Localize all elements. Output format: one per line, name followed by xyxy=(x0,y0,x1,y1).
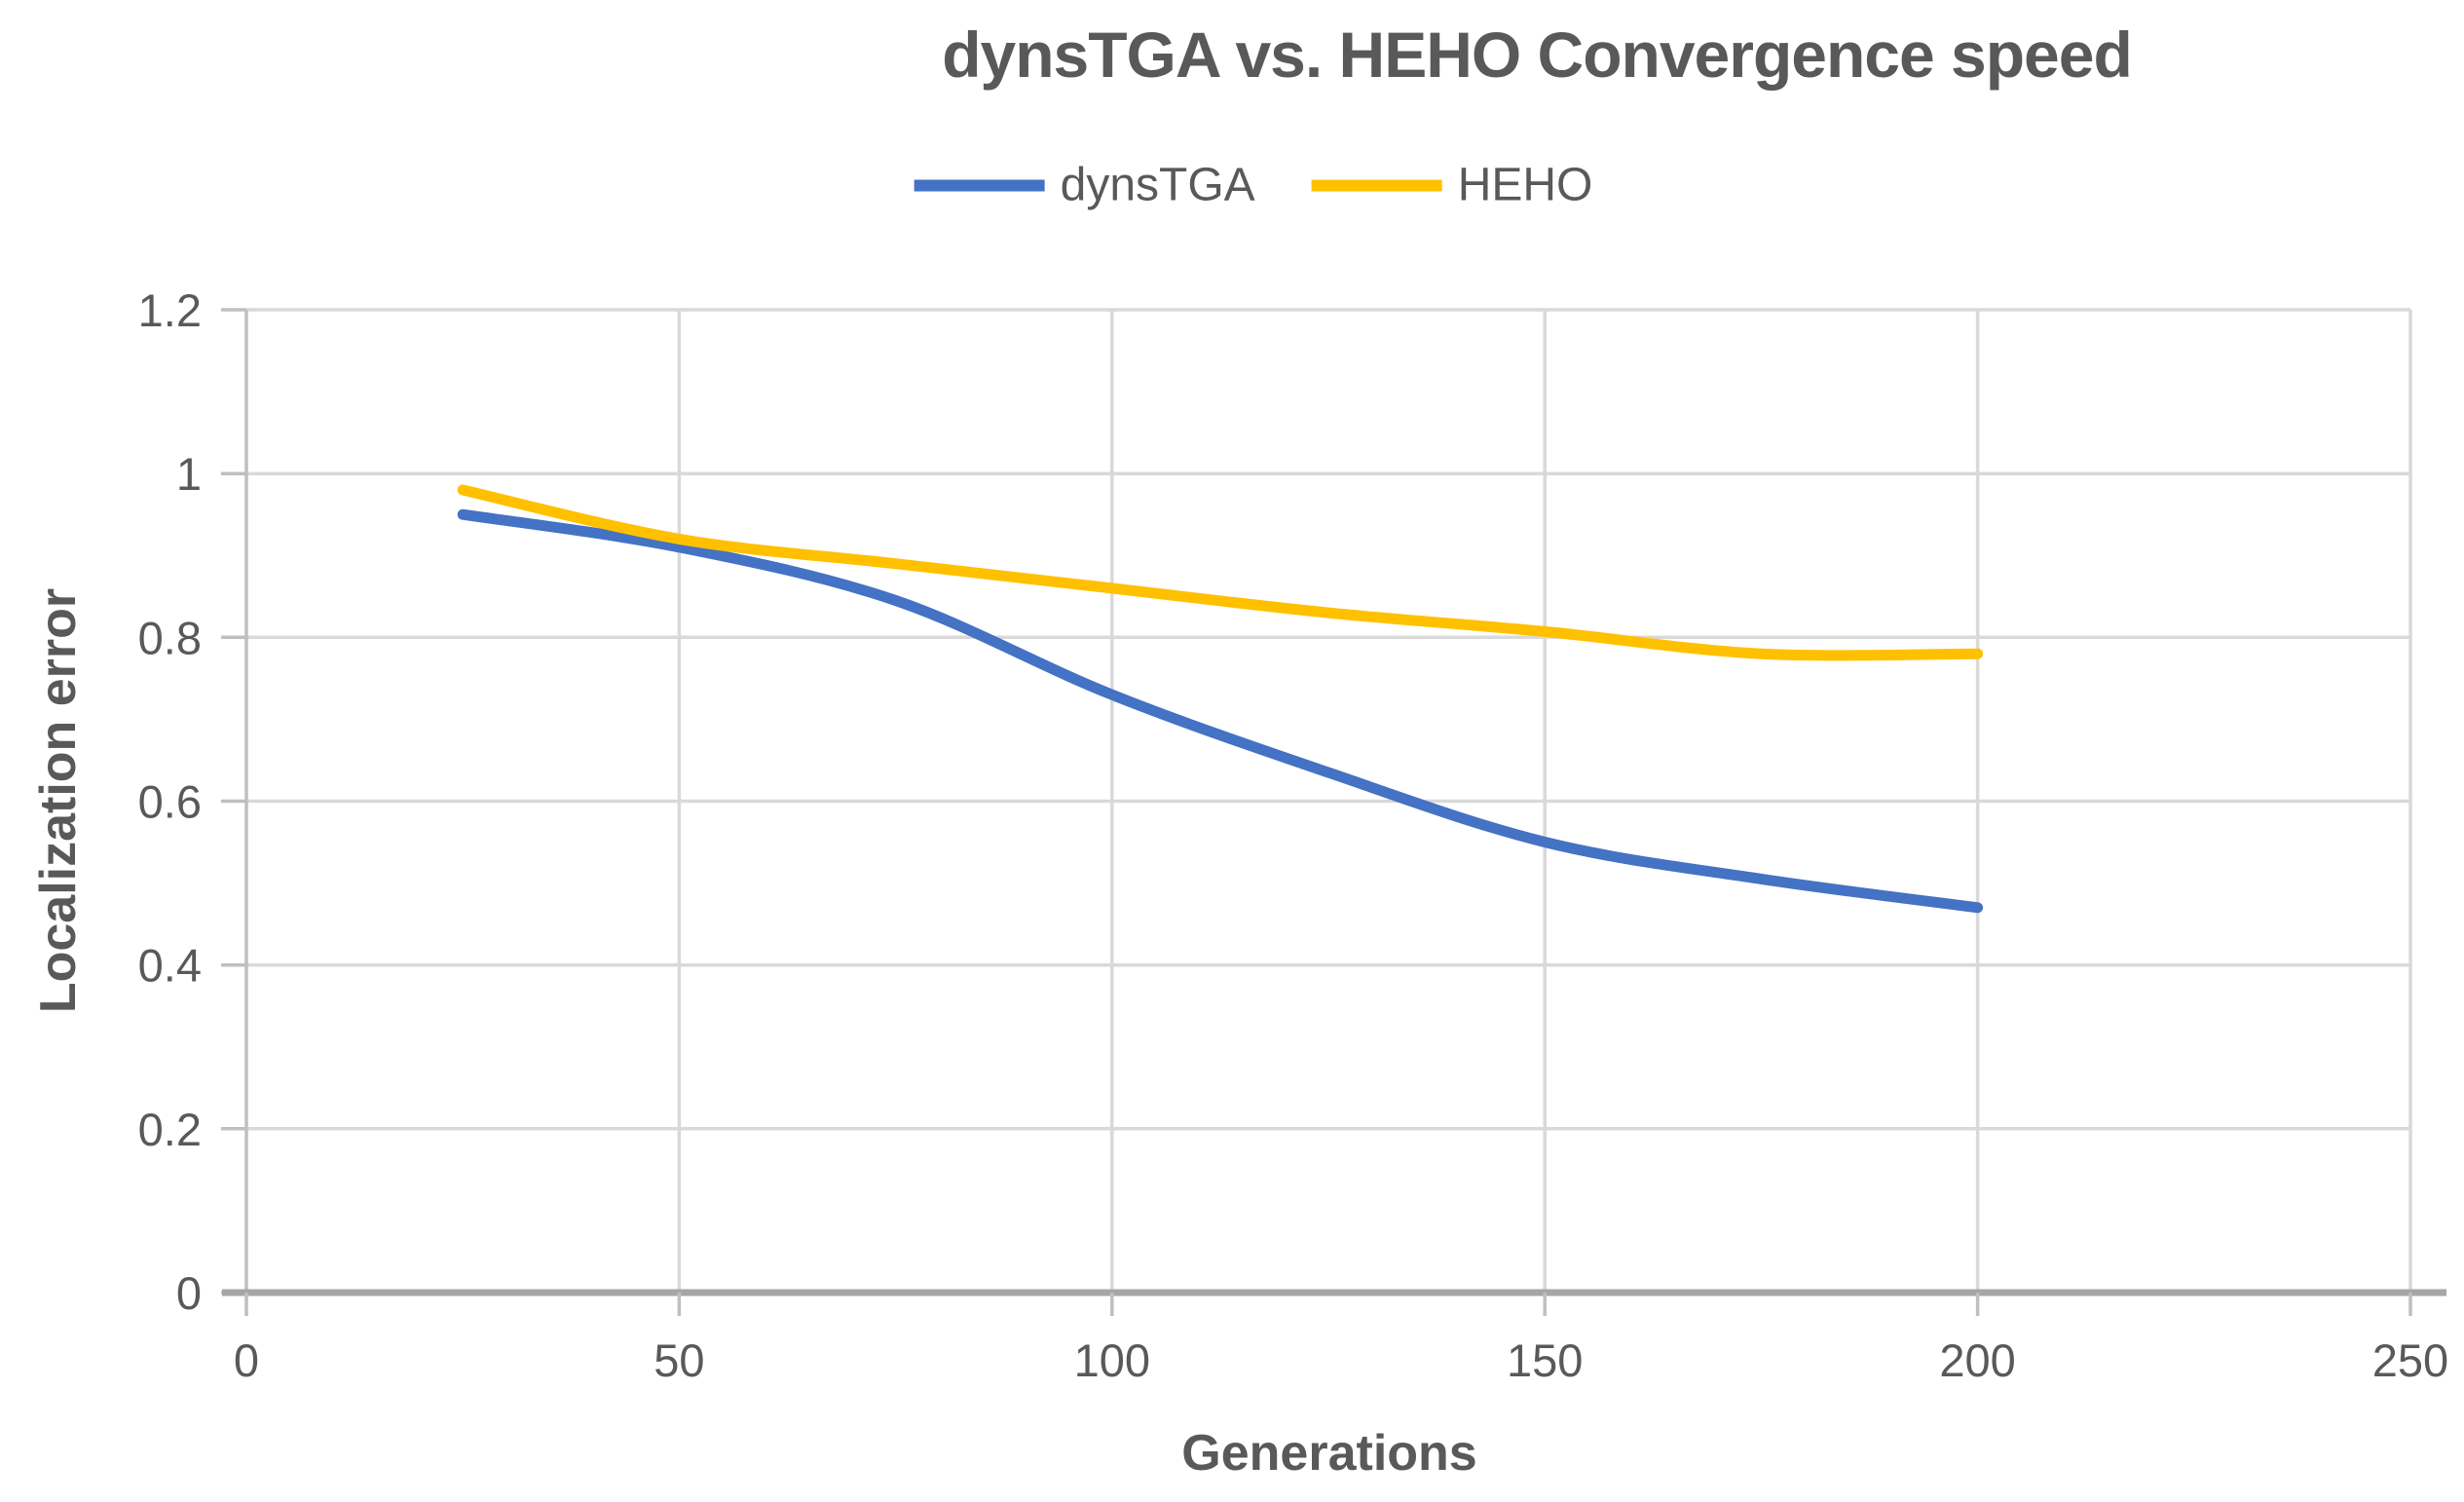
x-tick-label: 150 xyxy=(1507,1334,1583,1386)
x-tick-label: 200 xyxy=(1939,1334,2015,1386)
y-tick-label: 0.6 xyxy=(138,776,202,828)
y-tick-label: 0.4 xyxy=(138,940,202,992)
x-tick-label: 250 xyxy=(2372,1334,2448,1386)
legend: dynsTGA HEHO xyxy=(914,159,1593,212)
legend-swatch-dynstga xyxy=(914,179,1045,191)
legend-label-dynstga: dynsTGA xyxy=(1060,159,1255,211)
series-line-heho xyxy=(457,484,1984,661)
y-tick-label: 1.2 xyxy=(138,284,202,336)
y-tick-label: 1 xyxy=(176,448,202,500)
y-tick-label: 0.8 xyxy=(138,612,202,663)
x-axis-title: Generations xyxy=(1181,1425,1477,1482)
y-tick-label: 0 xyxy=(176,1267,202,1319)
y-tick-label: 0.2 xyxy=(138,1104,202,1155)
x-tick-label: 0 xyxy=(234,1334,259,1386)
x-tick-label: 50 xyxy=(653,1334,704,1386)
legend-label-heho: HEHO xyxy=(1457,159,1593,211)
legend-item-heho: HEHO xyxy=(1311,159,1593,212)
series-line-dynstga xyxy=(457,508,1984,914)
x-tick-label: 100 xyxy=(1074,1334,1150,1386)
legend-swatch-heho xyxy=(1311,179,1442,191)
chart-title: dynsTGA vs. HEHO Convergence speed xyxy=(942,19,2133,91)
legend-item-dynstga: dynsTGA xyxy=(914,159,1255,212)
